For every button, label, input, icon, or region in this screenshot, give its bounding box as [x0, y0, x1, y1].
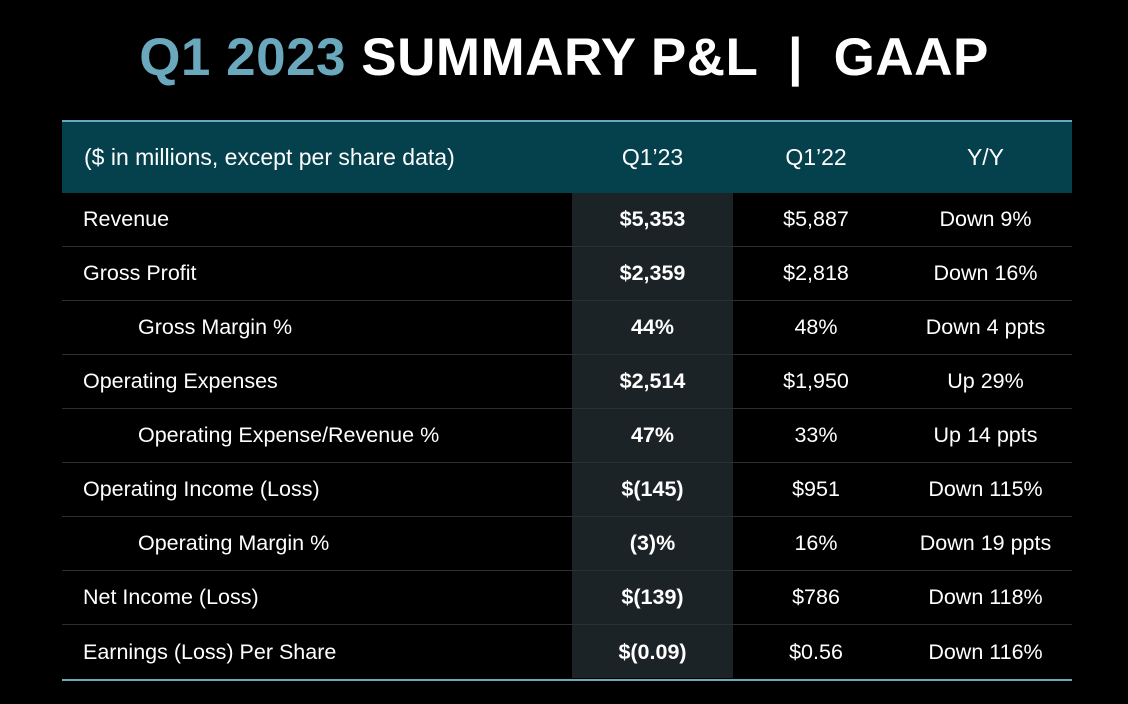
row-q1-22: $951 [792, 477, 840, 501]
table-row: Gross Profit $2,359 $2,818 Down 16% [62, 247, 1072, 301]
row-yy: Down 9% [939, 207, 1032, 231]
table-row: Revenue $5,353 $5,887 Down 9% [62, 193, 1072, 247]
row-yy: Down 16% [933, 261, 1038, 285]
row-yy: Down 115% [928, 477, 1043, 501]
row-label: Operating Expense/Revenue % [138, 423, 440, 447]
q1-23-highlight-column [572, 193, 733, 678]
row-q1-22: $786 [792, 585, 840, 609]
row-q1-22: $1,950 [783, 369, 849, 393]
table-row: Operating Margin % (3)% 16% Down 19 ppts [62, 517, 1072, 571]
row-yy: Up 14 ppts [933, 423, 1038, 447]
row-q1-22: $2,818 [783, 261, 849, 285]
pl-table: ($ in millions, except per share data) Q… [62, 120, 1072, 681]
row-q1-23: $(145) [621, 477, 684, 501]
table-header: ($ in millions, except per share data) Q… [62, 120, 1072, 193]
header-q1-23: Q1’23 [621, 144, 684, 170]
header-yy: Y/Y [966, 144, 1005, 170]
table-row: Operating Expense/Revenue % 47% 33% Up 1… [62, 409, 1072, 463]
row-label: Revenue [83, 207, 170, 231]
row-yy: Down 4 ppts [925, 315, 1046, 339]
row-q1-23: $(139) [621, 585, 684, 609]
title-main: SUMMARY P&L | GAAP [361, 28, 989, 87]
row-label: Net Income (Loss) [83, 585, 259, 609]
row-label: Operating Expenses [83, 369, 278, 393]
row-q1-23: $2,359 [619, 261, 686, 285]
row-yy: Down 118% [928, 585, 1043, 609]
row-q1-22: $0.56 [789, 639, 843, 664]
table-row: Operating Income (Loss) $(145) $951 Down… [62, 463, 1072, 517]
table-row: Net Income (Loss) $(139) $786 Down 118% [62, 571, 1072, 625]
table-row: Earnings (Loss) Per Share $(0.09) $0.56 … [62, 625, 1072, 681]
row-q1-22: 48% [794, 315, 838, 339]
row-yy: Down 19 ppts [919, 531, 1052, 555]
row-q1-22: $5,887 [783, 207, 849, 231]
table-row: Operating Expenses $2,514 $1,950 Up 29% [62, 355, 1072, 409]
row-q1-23: $(0.09) [618, 639, 687, 664]
table-row: Gross Margin % 44% 48% Down 4 ppts [62, 301, 1072, 355]
row-label: Operating Income (Loss) [83, 477, 320, 501]
row-label: Earnings (Loss) Per Share [83, 639, 337, 664]
row-q1-23: 47% [630, 423, 675, 447]
row-q1-22: 16% [794, 531, 838, 555]
header-label: ($ in millions, except per share data) [84, 144, 455, 170]
row-q1-23: 44% [630, 315, 675, 339]
row-q1-22: 33% [794, 423, 838, 447]
row-yy: Down 116% [928, 639, 1043, 664]
title-period: Q1 2023 [139, 28, 347, 87]
header-q1-22: Q1’22 [785, 144, 847, 170]
row-label: Operating Margin % [138, 531, 330, 555]
row-q1-23: (3)% [629, 531, 676, 555]
page-title: Q1 2023 SUMMARY P&L | GAAP [0, 26, 1128, 90]
row-label: Gross Margin % [138, 315, 293, 339]
row-q1-23: $2,514 [619, 369, 686, 393]
row-label: Gross Profit [83, 261, 197, 285]
row-yy: Up 29% [947, 369, 1024, 393]
row-q1-23: $5,353 [619, 207, 686, 231]
